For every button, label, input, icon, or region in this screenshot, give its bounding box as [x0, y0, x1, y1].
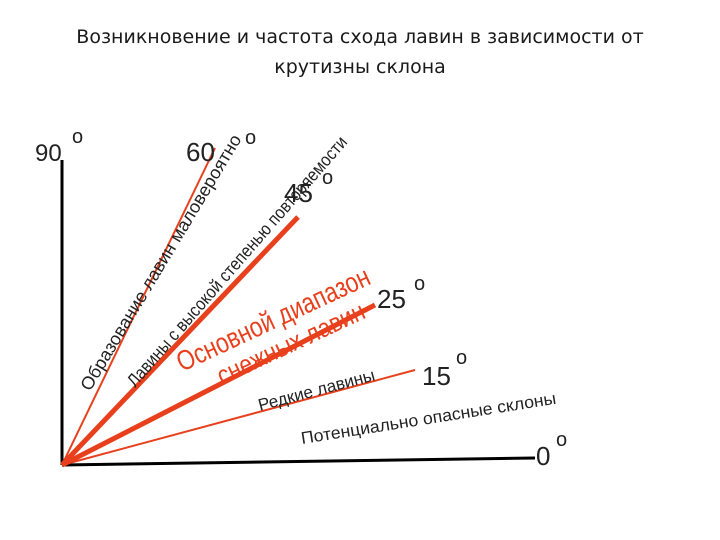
degree-mark-25: о [414, 273, 425, 295]
zone-label-potentially-dangerous: Потенциально опасные склоны [300, 389, 558, 448]
angle-label-0: 0 [536, 441, 550, 471]
degree-mark-0: о [556, 429, 567, 451]
angle-label-60: 60 [186, 137, 215, 167]
degree-mark-15: о [456, 347, 467, 369]
angle-label-25: 25 [377, 284, 406, 314]
zone-label-rare: Редкие лавины [256, 365, 377, 414]
horizontal-axis-0 [61, 456, 536, 467]
ray-15-degrees [61, 369, 416, 466]
angle-label-45: 45 [284, 178, 313, 208]
angle-label-90: 90 [35, 140, 62, 167]
angle-label-15: 15 [422, 361, 451, 391]
ray-25-degrees [60, 302, 377, 468]
ray-45-degrees [60, 215, 300, 467]
degree-mark-45: о [322, 167, 333, 189]
degree-mark-90: о [72, 126, 83, 148]
ray-60-degrees [61, 147, 216, 466]
diagram-title: Возникновение и частота схода лавин в за… [0, 22, 720, 82]
degree-mark-60: о [245, 127, 256, 149]
title-line-2: крутизны склона [274, 56, 446, 78]
title-line-1: Возникновение и частота схода лавин в за… [76, 26, 644, 48]
